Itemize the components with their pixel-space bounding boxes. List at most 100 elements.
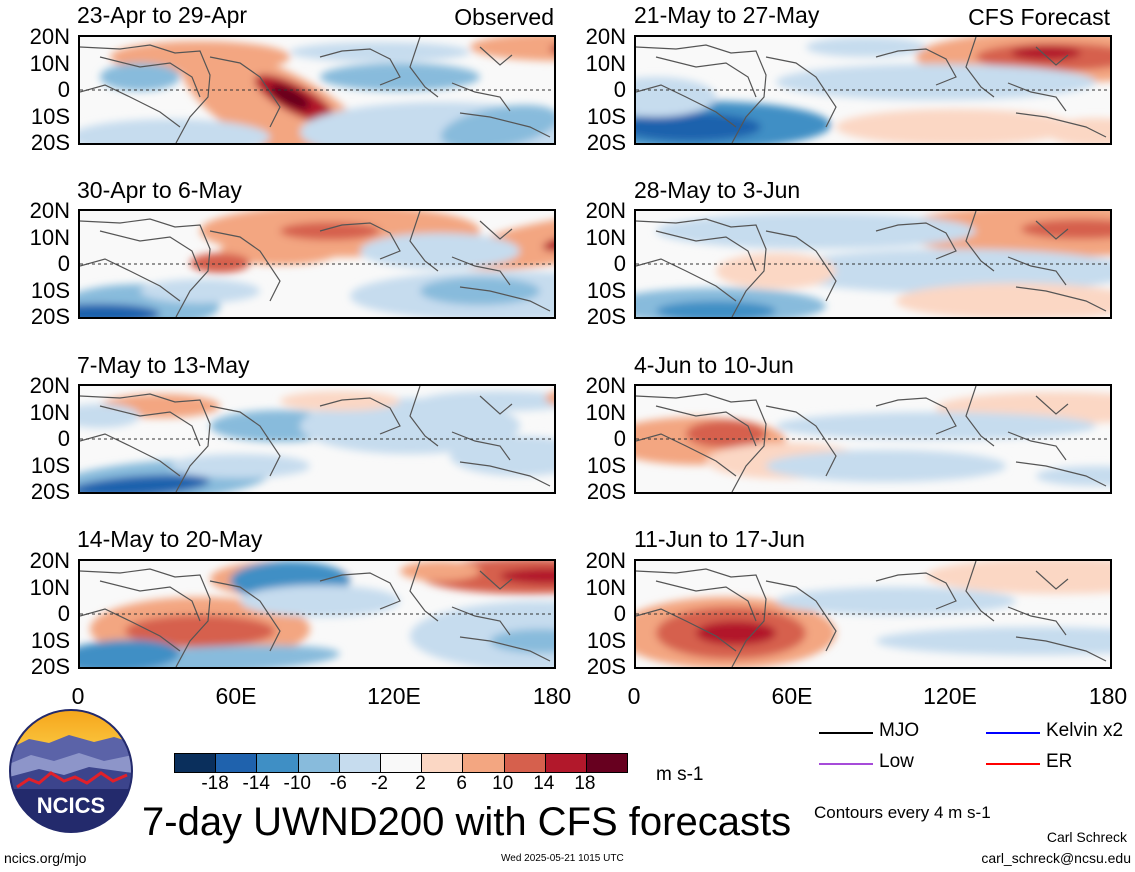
coastline xyxy=(319,397,401,435)
latitude-label: 20N xyxy=(29,24,70,49)
main-title: 7-day UWND200 with CFS forecasts xyxy=(142,800,792,844)
latitude-label: 0 xyxy=(613,251,626,276)
colorbar-tick-label: 6 xyxy=(456,773,467,794)
logo-text: NCICS xyxy=(37,793,105,818)
longitude-label: 0 xyxy=(71,683,85,709)
colorbar-cell xyxy=(257,754,299,772)
coastline xyxy=(636,433,737,477)
latitude-label: 20S xyxy=(586,130,626,155)
colorbar-cell xyxy=(422,754,464,772)
coastline xyxy=(99,56,201,98)
wind-anomaly-region xyxy=(240,585,400,617)
coastline xyxy=(655,580,757,622)
latitude-label: 0 xyxy=(57,77,70,102)
coastline xyxy=(965,386,995,447)
latitude-label: 20S xyxy=(30,479,70,504)
coastline xyxy=(636,218,767,317)
latitude-label: 0 xyxy=(57,426,70,451)
colorbar-cell xyxy=(216,754,258,772)
latitude-label: 10N xyxy=(29,574,70,600)
wind-anomaly-region xyxy=(500,568,554,584)
latitude-label: 0 xyxy=(613,426,626,451)
panel-title: 30-Apr to 6-May xyxy=(77,177,242,203)
panel-title: 23-Apr to 29-Apr xyxy=(77,2,248,28)
latitude-label: 0 xyxy=(57,251,70,276)
colorbar-tick-label: -2 xyxy=(371,773,388,794)
wind-anomaly-region xyxy=(420,391,554,411)
latitude-label: 20S xyxy=(586,654,626,679)
panel-title: 7-May to 13-May xyxy=(77,352,250,378)
colorbar-cell xyxy=(586,754,628,772)
coastline xyxy=(409,561,439,622)
coastline xyxy=(765,230,837,302)
latitude-label: 20N xyxy=(585,198,626,223)
colorbar-tick-label: -18 xyxy=(201,773,229,794)
coastline xyxy=(459,461,551,487)
legend-label: Kelvin x2 xyxy=(1046,720,1124,741)
colorbar-cell xyxy=(339,754,381,772)
coastline xyxy=(765,405,837,477)
coastline xyxy=(965,561,995,622)
wind-anomaly-region xyxy=(125,615,275,647)
coastline xyxy=(636,568,767,667)
latitude-label: 10S xyxy=(30,103,70,129)
coastline xyxy=(80,433,181,477)
coastline xyxy=(636,44,767,143)
latitude-label: 10N xyxy=(585,224,626,250)
latitude-label: 10S xyxy=(30,277,70,303)
wind-anomaly-region xyxy=(100,63,180,91)
wind-anomaly-region xyxy=(80,474,210,492)
coastline xyxy=(99,405,201,447)
wind-anomaly-region xyxy=(440,104,554,143)
wind-anomaly-region xyxy=(420,277,540,305)
coastline xyxy=(80,393,211,492)
colorbar-tick-label: -14 xyxy=(242,773,270,794)
latitude-label: 20N xyxy=(29,198,70,223)
coastline xyxy=(655,405,757,447)
colorbar-tick-label: 18 xyxy=(574,773,596,794)
latitude-label: 10S xyxy=(586,103,626,129)
colorbar-tick-label: 14 xyxy=(533,773,555,794)
coastline xyxy=(209,56,281,128)
coastline xyxy=(451,82,511,112)
colorbar xyxy=(174,753,628,773)
coastline xyxy=(636,393,767,492)
coastline xyxy=(636,258,737,302)
footer-author: Carl Schreck xyxy=(1046,829,1127,845)
latitude-label: 20N xyxy=(29,373,70,398)
wind-anomaly-region xyxy=(270,84,310,110)
wind-anomaly-region xyxy=(1036,466,1110,486)
uwnd-map xyxy=(78,35,556,145)
wind-anomaly-region xyxy=(716,253,836,289)
wind-anomaly-region xyxy=(776,587,1016,615)
latitude-label: 10N xyxy=(29,399,70,425)
longitude-label: 120E xyxy=(923,683,977,709)
wind-anomaly-region xyxy=(876,627,1110,655)
coastline xyxy=(965,211,995,272)
latitude-label: 10N xyxy=(585,399,626,425)
coastline xyxy=(209,405,281,477)
footer-email: carl_schreck@ncsu.edu xyxy=(981,850,1131,866)
coastline xyxy=(209,580,281,652)
coastline xyxy=(80,608,181,652)
wind-anomaly-region xyxy=(696,621,776,645)
latitude-label: 20S xyxy=(30,654,70,679)
wind-anomaly-region xyxy=(80,404,140,428)
colorbar-cell xyxy=(380,754,423,772)
coastline xyxy=(479,570,513,590)
panel-title: 11-Jun to 17-Jun xyxy=(634,526,805,552)
coastline xyxy=(459,286,551,312)
panel-corner-label: Observed xyxy=(454,4,554,30)
longitude-label: 180 xyxy=(532,683,572,709)
legend-line xyxy=(819,732,873,734)
wind-anomaly-region xyxy=(1011,46,1081,60)
coastline xyxy=(80,44,211,143)
coastline xyxy=(875,222,957,260)
latitude-label: 10N xyxy=(29,224,70,250)
latitude-label: 10S xyxy=(586,627,626,653)
legend-line xyxy=(819,763,873,765)
coastline xyxy=(479,46,513,66)
coastline xyxy=(319,572,401,610)
wind-anomaly-region xyxy=(140,279,260,303)
legend-label: MJO xyxy=(879,720,920,741)
